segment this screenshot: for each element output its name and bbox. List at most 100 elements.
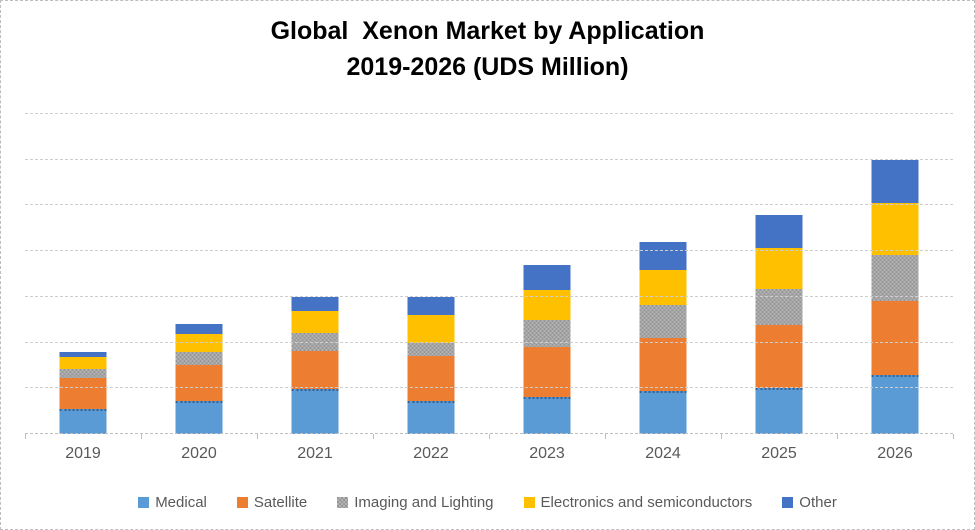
segment-2019-satellite (59, 378, 107, 410)
segment-2022-other (407, 296, 455, 316)
segment-2024-medical (639, 391, 687, 434)
plot-area (25, 113, 953, 434)
axis-tick (373, 434, 374, 439)
segment-2026-satellite (871, 301, 919, 375)
segment-2023-electronics-and-semiconductors (523, 289, 571, 320)
gridline (25, 250, 953, 252)
segment-2020-electronics-and-semiconductors (175, 334, 223, 352)
segment-2025-electronics-and-semiconductors (755, 247, 803, 289)
segment-2022-medical (407, 401, 455, 434)
segment-2021-electronics-and-semiconductors (291, 310, 339, 334)
axis-tick (721, 434, 722, 439)
legend-item-other: Other (782, 494, 837, 511)
segment-2026-medical (871, 374, 919, 434)
legend-label-satellite: Satellite (253, 493, 308, 511)
axis-tick (837, 434, 838, 439)
bars-container (25, 114, 953, 434)
x-axis-label-2019: 2019 (65, 445, 101, 462)
segment-2020-satellite (175, 365, 223, 402)
segment-2024-satellite (639, 338, 687, 392)
segment-2024-electronics-and-semiconductors (639, 270, 687, 306)
segment-2023-medical (523, 396, 571, 434)
legend-label-imaging-and-lighting: Imaging and Lighting (354, 493, 494, 511)
axis-tick (489, 434, 490, 439)
category-cell-2026 (837, 114, 953, 434)
axis-tick (25, 434, 26, 439)
gridline (25, 204, 953, 206)
segment-2025-imaging-and-lighting (755, 288, 803, 326)
bar-2021 (291, 114, 339, 434)
x-axis-label-2023: 2023 (529, 445, 565, 462)
segment-2023-other (523, 264, 571, 290)
bar-2025 (755, 114, 803, 434)
x-axis-label-2022: 2022 (413, 445, 449, 462)
x-axis-label-2021: 2021 (297, 445, 333, 462)
segment-2022-imaging-and-lighting (407, 342, 455, 357)
legend-swatch-other (782, 496, 794, 508)
x-axis-label-2024: 2024 (645, 445, 681, 462)
segment-2021-satellite (291, 350, 339, 390)
legend-item-electronics-and-semiconductors: Electronics and semiconductors (523, 493, 753, 511)
axis-tick (257, 434, 258, 439)
segment-2026-electronics-and-semiconductors (871, 202, 919, 255)
segment-2019-imaging-and-lighting (59, 369, 107, 379)
category-cell-2025 (721, 114, 837, 434)
segment-2024-imaging-and-lighting (639, 305, 687, 339)
segment-2023-satellite (523, 347, 571, 397)
gridline (25, 341, 953, 343)
category-cell-2023 (489, 114, 605, 434)
bar-2022 (407, 114, 455, 434)
segment-2025-satellite (755, 325, 803, 389)
x-axis-labels: 2019 2020 2021 2022 2023 2024 2025 2026 (25, 445, 953, 463)
x-axis-label-2025: 2025 (761, 445, 797, 462)
legend: Medical Satellite Imaging and Lighting Elec… (1, 490, 974, 514)
segment-2025-other (755, 214, 803, 248)
legend-item-imaging-and-lighting: Imaging and Lighting (337, 493, 494, 511)
bar-2020 (175, 114, 223, 434)
segment-2023-imaging-and-lighting (523, 319, 571, 348)
segment-2022-electronics-and-semiconductors (407, 315, 455, 343)
category-cell-2021 (257, 114, 373, 434)
bar-2019 (59, 114, 107, 434)
segment-2026-imaging-and-lighting (871, 254, 919, 302)
bar-2026 (871, 114, 919, 434)
segment-2021-other (291, 296, 339, 311)
gridline (25, 387, 953, 389)
segment-2022-satellite (407, 356, 455, 402)
legend-swatch-imaging-and-lighting (337, 496, 349, 508)
segment-2021-medical (291, 389, 339, 434)
x-axis-line (25, 433, 953, 434)
gridline (25, 158, 953, 160)
legend-item-medical: Medical (138, 494, 207, 511)
segment-2019-electronics-and-semiconductors (59, 357, 107, 370)
gridline (25, 295, 953, 297)
segment-2020-imaging-and-lighting (175, 351, 223, 366)
x-axis-ticks (25, 434, 954, 439)
legend-swatch-satellite (236, 496, 248, 508)
x-axis-label-2020: 2020 (181, 445, 217, 462)
axis-tick (605, 434, 606, 439)
axis-tick (953, 434, 954, 439)
category-cell-2020 (141, 114, 257, 434)
legend-label-electronics-and-semiconductors: Electronics and semiconductors (540, 493, 753, 511)
legend-swatch-medical (138, 496, 150, 508)
legend-label-other: Other (799, 493, 837, 511)
category-cell-2022 (373, 114, 489, 434)
bar-2023 (523, 114, 571, 434)
legend-item-satellite: Satellite (236, 493, 308, 511)
axis-tick (141, 434, 142, 439)
chart-title: Global Xenon Market by Application 2019-… (270, 17, 705, 81)
gridline (25, 113, 953, 114)
segment-2020-medical (175, 401, 223, 434)
category-cell-2024 (605, 114, 721, 434)
category-cell-2019 (25, 114, 141, 434)
segment-2024-other (639, 242, 687, 271)
segment-2019-other (59, 351, 107, 358)
bar-2024 (639, 114, 687, 434)
legend-label-medical: Medical (155, 493, 207, 511)
segment-2025-medical (755, 388, 803, 434)
segment-2019-medical (59, 409, 107, 434)
legend-swatch-electronics-and-semiconductors (523, 496, 535, 508)
segment-2026-other (871, 159, 919, 203)
